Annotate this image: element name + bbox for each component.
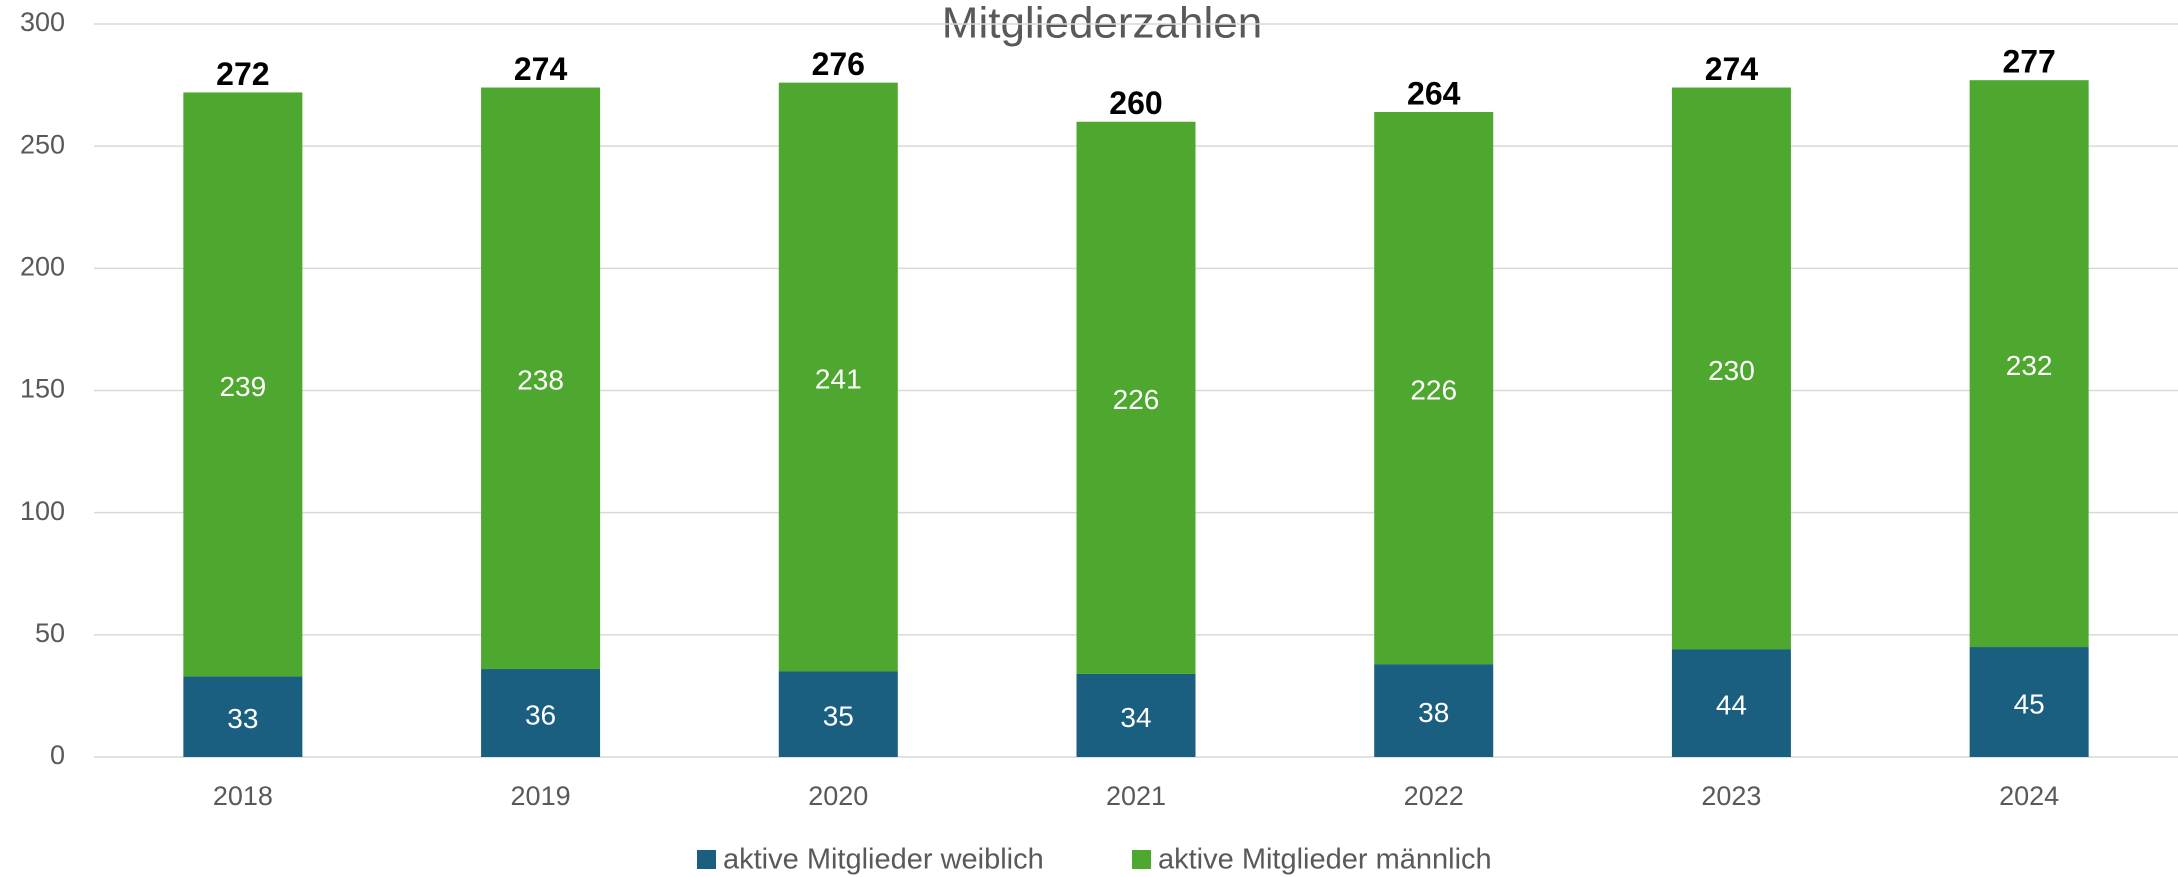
y-tick-label: 250 <box>20 129 65 159</box>
bar-segment <box>1969 647 2089 757</box>
x-tick-label: 2024 <box>1999 781 2059 811</box>
total-label: 264 <box>1407 75 1461 111</box>
data-label: 241 <box>815 363 862 394</box>
legend-label: aktive Mitglieder weiblich <box>723 844 1044 876</box>
x-tick-label: 2018 <box>213 781 273 811</box>
data-label: 226 <box>1113 384 1160 415</box>
data-label: 226 <box>1410 374 1457 405</box>
total-label: 274 <box>1705 51 1759 87</box>
bar-segment <box>183 92 303 677</box>
y-tick-label: 100 <box>20 496 65 526</box>
data-label: 230 <box>1708 355 1755 386</box>
data-label: 35 <box>823 701 854 732</box>
total-label: 272 <box>216 56 269 92</box>
y-tick-label: 300 <box>20 7 65 37</box>
bar-segment <box>1076 121 1196 674</box>
data-label: 33 <box>227 703 258 734</box>
data-label: 232 <box>2006 350 2053 381</box>
x-tick-label: 2023 <box>1701 781 1761 811</box>
bar-segment <box>1076 673 1196 757</box>
data-label: 239 <box>219 371 266 402</box>
total-label: 276 <box>812 46 865 82</box>
bar-segment <box>481 87 601 670</box>
data-label: 36 <box>525 699 556 730</box>
x-tick-label: 2022 <box>1404 781 1464 811</box>
x-tick-label: 2021 <box>1106 781 1166 811</box>
bar-segment <box>778 671 898 757</box>
bar-segment <box>1374 111 1494 665</box>
total-label: 260 <box>1109 85 1162 121</box>
data-label: 34 <box>1120 702 1151 733</box>
x-tick-label: 2020 <box>808 781 868 811</box>
total-label: 277 <box>2002 44 2055 80</box>
data-label: 38 <box>1418 697 1449 728</box>
bar-segment <box>1671 87 1791 650</box>
bar-segment <box>1969 80 2089 648</box>
data-label: 45 <box>2014 688 2045 719</box>
x-tick-label: 2019 <box>511 781 571 811</box>
total-label: 274 <box>514 51 568 87</box>
bar-segment <box>481 669 601 757</box>
y-tick-label: 150 <box>20 374 65 404</box>
y-tick-label: 0 <box>50 740 65 770</box>
legend-swatch <box>1132 850 1151 869</box>
y-tick-label: 200 <box>20 251 65 281</box>
bar-segment <box>1374 664 1494 757</box>
y-tick-label: 50 <box>35 618 65 648</box>
legend-label: aktive Mitglieder männlich <box>1158 844 1492 876</box>
bar-segment <box>1671 649 1791 757</box>
bar-segment <box>778 82 898 672</box>
legend-swatch <box>697 850 716 869</box>
bar-segment <box>183 676 303 757</box>
data-label: 238 <box>517 365 564 396</box>
data-label: 44 <box>1716 690 1747 721</box>
